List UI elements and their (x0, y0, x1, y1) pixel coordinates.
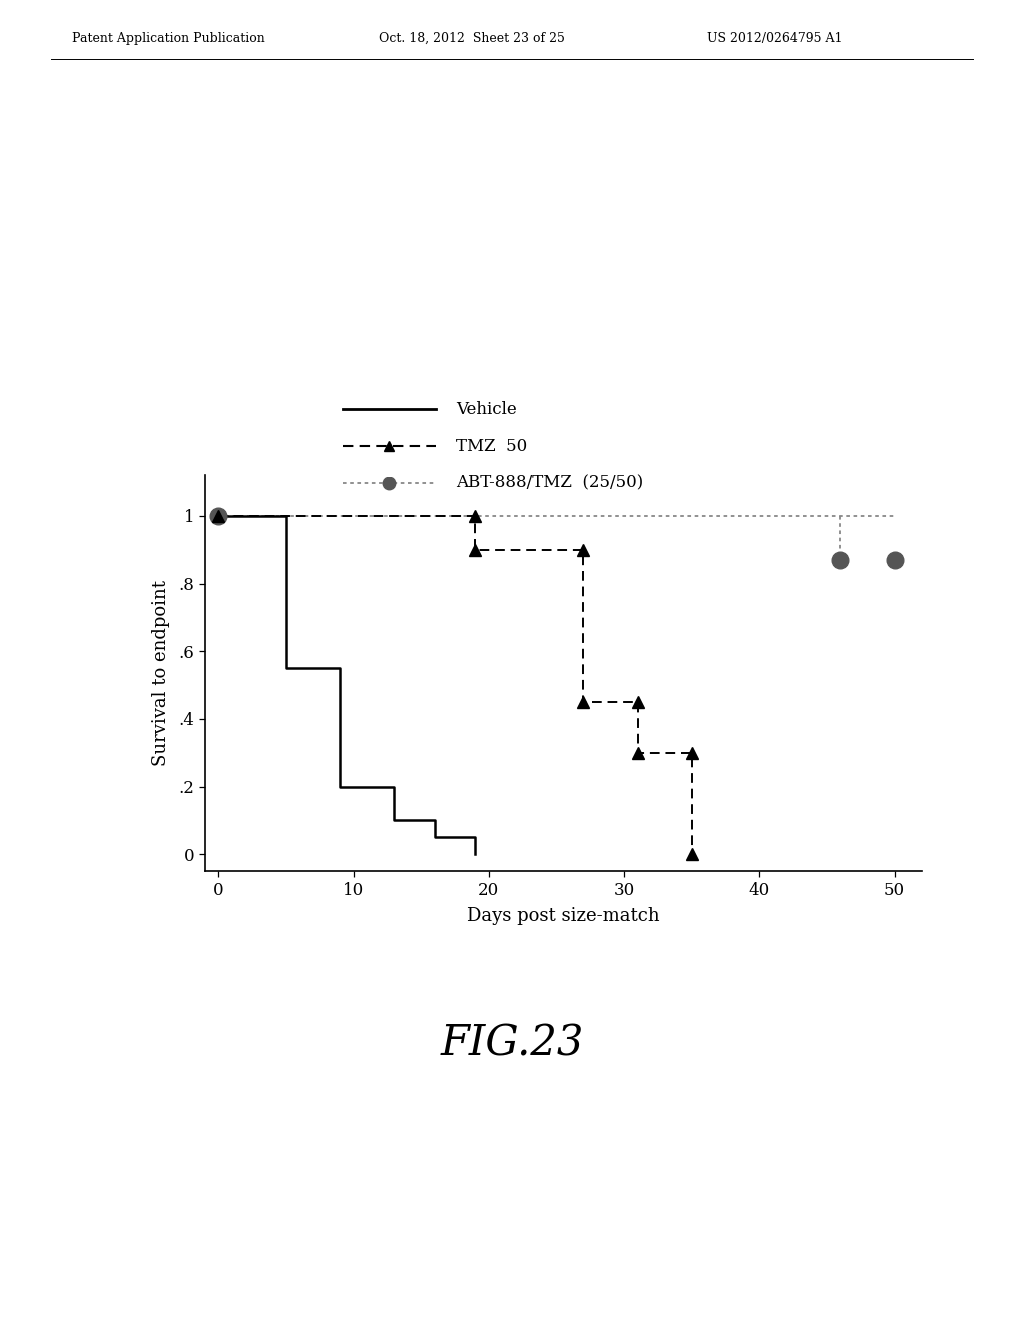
Text: Patent Application Publication: Patent Application Publication (72, 32, 264, 45)
Text: FIG.23: FIG.23 (440, 1023, 584, 1065)
Y-axis label: Survival to endpoint: Survival to endpoint (153, 581, 170, 766)
X-axis label: Days post size-match: Days post size-match (467, 907, 659, 925)
Text: US 2012/0264795 A1: US 2012/0264795 A1 (707, 32, 842, 45)
Text: TMZ  50: TMZ 50 (456, 438, 527, 454)
Text: ABT-888/TMZ  (25/50): ABT-888/TMZ (25/50) (456, 475, 643, 491)
Text: Oct. 18, 2012  Sheet 23 of 25: Oct. 18, 2012 Sheet 23 of 25 (379, 32, 565, 45)
Text: Vehicle: Vehicle (456, 401, 516, 417)
